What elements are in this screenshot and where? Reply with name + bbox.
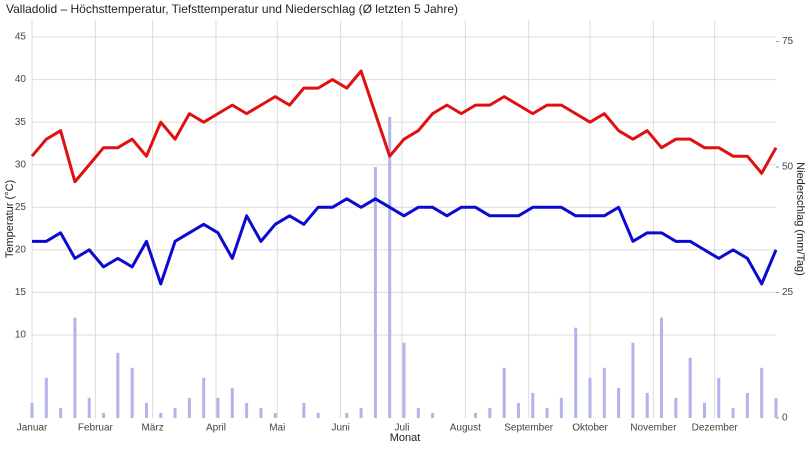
precip-bar: [216, 397, 220, 418]
temp-line: [30, 69, 778, 184]
x-tick-label: August: [450, 423, 481, 434]
precip-bar: [531, 392, 535, 418]
precip-bar: [474, 412, 478, 418]
x-tick-label: Dezember: [692, 423, 739, 434]
precip-bar: [516, 402, 520, 418]
precip-bar: [302, 402, 306, 418]
temp-line: [32, 197, 778, 286]
precip-bar: [245, 402, 249, 418]
precip-bar: [144, 402, 148, 418]
precip-bar: [187, 397, 191, 418]
y-tick-label: 40: [15, 74, 27, 85]
precip-bar: [159, 412, 163, 418]
precip-bar: [545, 407, 549, 418]
x-tick-label: Januar: [17, 423, 48, 434]
precip-bar: [574, 327, 578, 418]
precip-bar: [116, 352, 120, 418]
precip-bar: [345, 412, 349, 418]
precip-bar: [488, 407, 492, 418]
precip-bar: [44, 377, 48, 418]
precip-bar: [731, 407, 735, 418]
precip-bar: [660, 317, 664, 418]
y-tick-label: 10: [15, 330, 27, 341]
x-tick-label: Februar: [78, 423, 114, 434]
precip-bar: [602, 367, 606, 418]
precip-bar: [388, 116, 392, 419]
x-tick-label: April: [206, 423, 226, 434]
precip-bar: [745, 392, 749, 418]
x-tick-label: März: [141, 423, 163, 434]
y2-tick-label: 75: [782, 36, 794, 47]
precip-bar: [230, 387, 234, 418]
precip-bar: [102, 412, 106, 418]
precip-bar: [202, 377, 206, 418]
precip-bar: [645, 392, 649, 418]
precip-bar: [631, 342, 635, 418]
precip-bar: [559, 397, 563, 418]
precip-bar: [373, 167, 377, 418]
x-tick-label: Mai: [269, 423, 285, 434]
precip-bar: [359, 407, 363, 418]
precip-bar: [316, 412, 320, 418]
x-axis-label: Monat: [390, 432, 421, 444]
precip-bar: [73, 317, 77, 418]
x-tick-label: Juli: [394, 423, 409, 434]
precip-bar: [502, 367, 506, 418]
x-tick-label: Juni: [331, 423, 349, 434]
precip-bar: [402, 342, 406, 418]
precip-bar: [59, 407, 63, 418]
y-tick-label: 30: [15, 159, 27, 170]
precip-bar: [130, 367, 134, 418]
precip-bar: [30, 402, 34, 418]
x-tick-label: November: [630, 423, 677, 434]
x-tick-label: Oktober: [572, 423, 608, 434]
precip-bar: [688, 357, 692, 418]
y2-tick-label: 25: [782, 287, 794, 298]
precip-bar: [273, 412, 277, 418]
precip-bar: [588, 377, 592, 418]
precip-bar: [702, 402, 706, 418]
y2-tick-label: 0: [782, 413, 788, 424]
y-tick-label: 45: [15, 32, 27, 43]
precip-bar: [774, 397, 778, 418]
precip-bar: [259, 407, 263, 418]
x-tick-label: September: [504, 423, 554, 434]
precip-bar: [87, 397, 91, 418]
precip-bar: [717, 377, 721, 418]
precip-bar: [173, 407, 177, 418]
chart-title: Valladolid – Höchsttemperatur, Tiefsttem…: [6, 2, 458, 16]
precip-bar: [431, 412, 435, 418]
precip-bar: [416, 407, 420, 418]
y-tick-label: 35: [15, 117, 27, 128]
precip-bar: [617, 387, 621, 418]
y2-axis-label: Niederschlag (mm/Tag): [794, 162, 806, 276]
precip-bar: [760, 367, 764, 418]
y-tick-label: 20: [15, 245, 27, 256]
precip-bar: [674, 397, 678, 418]
y-axis-label: Temperatur (°C): [4, 180, 16, 258]
y-tick-label: 15: [15, 287, 27, 298]
y-tick-label: 25: [15, 202, 27, 213]
y2-tick-label: 50: [782, 162, 794, 173]
